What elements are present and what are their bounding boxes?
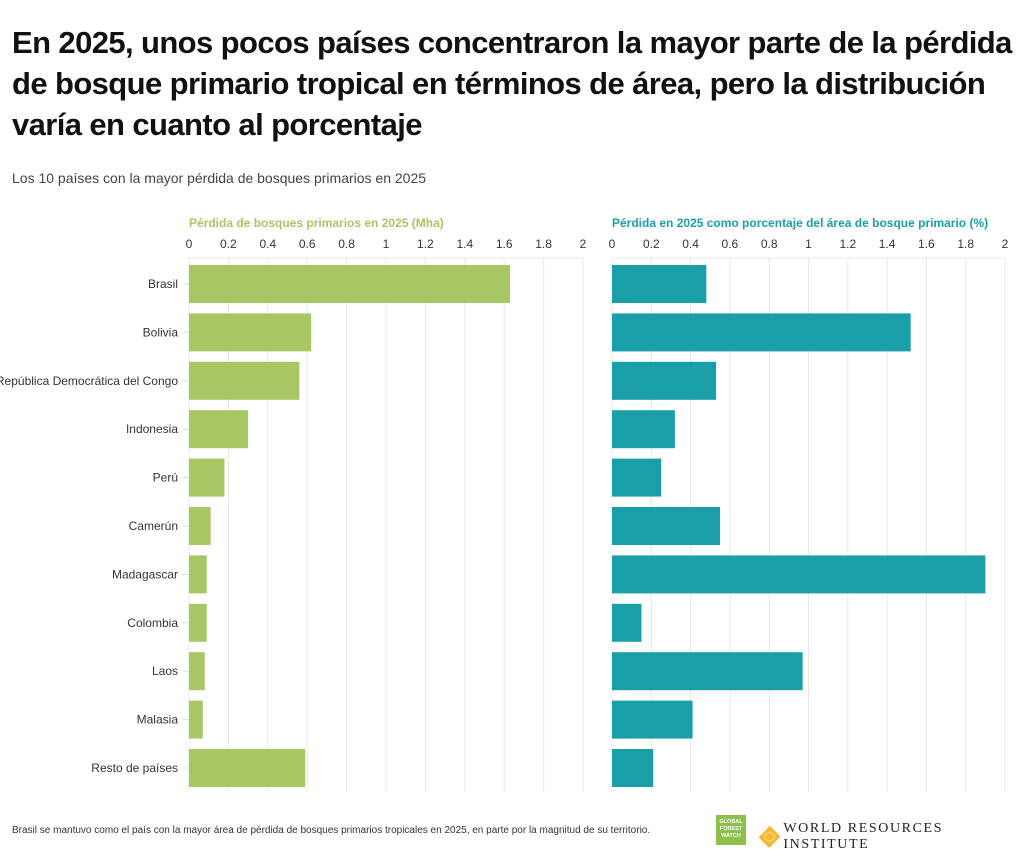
category-label: República Democrática del Congo xyxy=(0,374,178,388)
wri-logo-text: WORLD RESOURCES INSTITUTE xyxy=(783,821,944,852)
bar-rep-blica-democr-tica-del-congo xyxy=(612,361,717,400)
bar-colombia xyxy=(612,603,642,642)
bar-madagascar xyxy=(612,555,986,594)
page-title: En 2025, unos pocos países concentraron … xyxy=(12,25,1012,142)
panel-title: Pérdida en 2025 como porcentaje del área… xyxy=(612,216,988,230)
tick-label: 0.8 xyxy=(338,237,355,251)
bar-resto-de-pa-ses xyxy=(612,749,654,787)
bar-camer-n xyxy=(189,507,211,545)
bar-brasil xyxy=(612,265,707,303)
bar-resto-de-pa-ses xyxy=(189,749,306,787)
category-label: Camerún xyxy=(129,519,178,533)
tick-label: 1.8 xyxy=(957,237,974,251)
bar-malasia xyxy=(189,700,203,739)
category-label: Indonesia xyxy=(126,422,178,436)
tick-label: 1 xyxy=(805,237,812,251)
tick-label: 1.4 xyxy=(456,237,473,251)
bar-brasil xyxy=(189,265,511,303)
tick-label: 1.2 xyxy=(417,237,434,251)
bar-per- xyxy=(612,458,662,497)
category-label: Malasia xyxy=(137,713,179,727)
tick-label: 1.2 xyxy=(839,237,856,251)
bar-colombia xyxy=(189,603,207,642)
tick-label: 1.8 xyxy=(535,237,552,251)
bar-indonesia xyxy=(612,410,675,449)
tick-label: 1.6 xyxy=(918,237,935,251)
bar-malasia xyxy=(612,700,693,739)
category-label: Perú xyxy=(153,471,178,485)
panel-title: Pérdida de bosques primarios en 2025 (Mh… xyxy=(189,216,444,230)
tick-label: 0.8 xyxy=(761,237,778,251)
footnote: Brasil se mantuvo como el país con la ma… xyxy=(12,825,651,836)
wri-logo-icon xyxy=(758,825,781,849)
tick-label: 0.2 xyxy=(220,237,237,251)
bar-laos xyxy=(612,652,803,691)
tick-label: 1 xyxy=(383,237,390,251)
tick-label: 2 xyxy=(580,237,587,251)
tick-label: 0.4 xyxy=(259,237,276,251)
tick-label: 0.2 xyxy=(643,237,660,251)
tick-label: 2 xyxy=(1002,237,1009,251)
gfw-logo: GLOBAL FOREST WATCH xyxy=(716,815,746,845)
category-label: Resto de países xyxy=(91,761,178,775)
tick-label: 0.4 xyxy=(682,237,699,251)
bar-laos xyxy=(189,652,205,691)
bar-bolivia xyxy=(612,313,911,352)
tick-label: 0 xyxy=(186,237,193,251)
bar-bolivia xyxy=(189,313,312,352)
tick-label: 1.4 xyxy=(879,237,896,251)
bar-indonesia xyxy=(189,410,249,449)
category-label: Laos xyxy=(152,664,178,678)
bar-per- xyxy=(189,458,225,497)
category-label: Madagascar xyxy=(112,567,178,581)
tick-label: 1.6 xyxy=(496,237,513,251)
bar-madagascar xyxy=(189,555,207,594)
category-label: Colombia xyxy=(127,616,178,630)
subtitle: Los 10 países con la mayor pérdida de bo… xyxy=(12,170,427,186)
category-label: Brasil xyxy=(148,277,178,291)
tick-label: 0.6 xyxy=(299,237,316,251)
tick-label: 0 xyxy=(609,237,616,251)
wri-logo: WORLD RESOURCES INSTITUTE xyxy=(758,821,1024,853)
bar-camer-n xyxy=(612,507,721,545)
bar-rep-blica-democr-tica-del-congo xyxy=(189,361,300,400)
tick-label: 0.6 xyxy=(722,237,739,251)
category-label: Bolivia xyxy=(143,325,179,339)
